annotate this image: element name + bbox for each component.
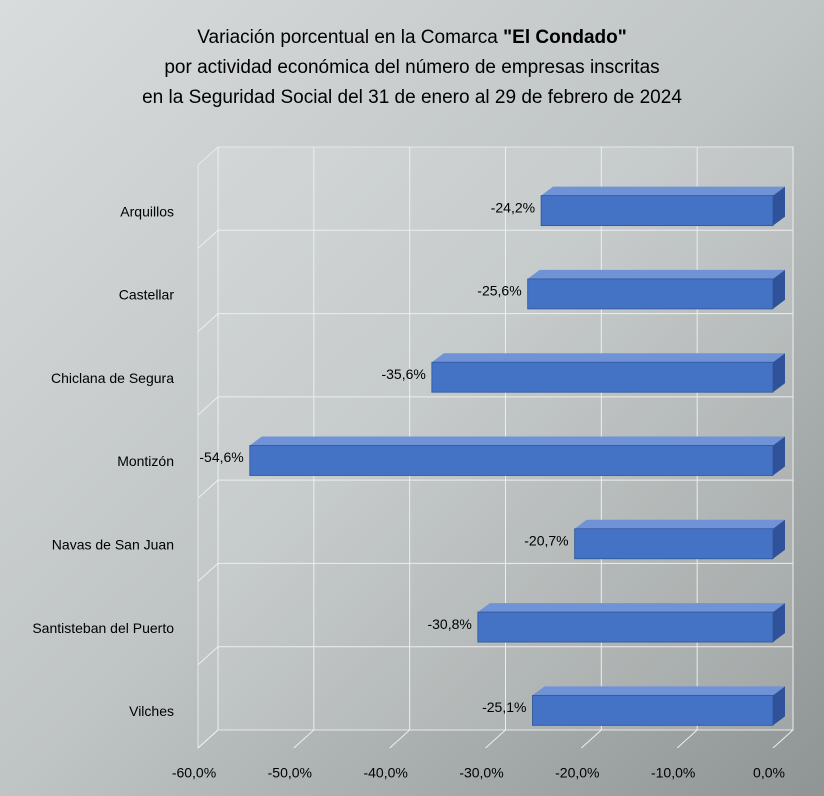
side-wall — [197, 145, 219, 750]
title-text: Variación porcentual en la Comarca — [197, 27, 498, 48]
bar-top — [431, 353, 785, 363]
x-tick-label: -50,0% — [268, 765, 312, 781]
data-label: -25,6% — [477, 283, 521, 299]
category-separator — [197, 396, 219, 416]
bar — [574, 528, 774, 560]
grid-line — [197, 729, 219, 749]
chart-subtitle: por actividad económica del número de em… — [164, 57, 659, 78]
y-tick-label: Montizón — [117, 453, 174, 469]
x-tick-label: 0,0% — [753, 765, 785, 781]
chart-subtitle: en la Seguridad Social del 31 de enero a… — [142, 87, 682, 108]
grid-line — [293, 729, 315, 749]
bar-top — [249, 436, 785, 446]
x-tick-label: -60,0% — [172, 765, 216, 781]
bar-side — [773, 436, 785, 476]
y-tick-label: Chiclana de Segura — [51, 370, 174, 386]
bar-side — [773, 519, 785, 559]
y-tick-label: Arquillos — [120, 203, 174, 219]
bar — [477, 611, 774, 643]
category-separator — [197, 479, 219, 499]
category-separator — [197, 313, 219, 332]
bar-top — [574, 519, 785, 529]
bar-top — [532, 686, 785, 696]
y-tick-label: Santisteban del Puerto — [32, 620, 174, 636]
x-tick-label: -30,0% — [459, 765, 503, 781]
bar — [249, 445, 774, 476]
bar-top — [527, 269, 785, 279]
data-label: -25,1% — [482, 699, 526, 715]
x-tick-label: -20,0% — [555, 765, 599, 781]
x-tick-label: -40,0% — [363, 765, 407, 781]
bar-side — [773, 353, 785, 393]
grid-line — [580, 729, 602, 749]
data-label: -35,6% — [381, 366, 425, 382]
bar — [540, 195, 774, 227]
bar-side — [773, 603, 785, 643]
data-label: -30,8% — [427, 616, 471, 632]
y-tick-label: Vilches — [129, 703, 174, 719]
x-tick-label: -10,0% — [651, 765, 695, 781]
data-label: -20,7% — [524, 532, 568, 548]
data-label: -54,6% — [199, 449, 243, 465]
grid-line — [485, 729, 506, 749]
title-bold: "El Condado" — [503, 27, 627, 48]
data-label: -24,2% — [491, 199, 535, 215]
bar-top — [541, 186, 785, 196]
grid-line — [772, 729, 794, 749]
bar — [431, 361, 774, 393]
grid-line — [389, 729, 411, 749]
bar-side — [773, 186, 785, 226]
chart-title: Variación porcentual en la Comarca "El C… — [197, 27, 627, 48]
category-separator — [197, 563, 219, 582]
bar-top — [477, 603, 785, 613]
category-separator — [197, 229, 219, 249]
grid-line — [676, 729, 698, 749]
bar — [532, 694, 774, 726]
y-tick-label: Castellar — [119, 287, 175, 303]
category-separator — [197, 646, 219, 666]
y-tick-label: Navas de San Juan — [52, 536, 174, 552]
bar-side — [773, 686, 785, 726]
bar-side — [773, 269, 785, 309]
bar — [527, 278, 774, 310]
